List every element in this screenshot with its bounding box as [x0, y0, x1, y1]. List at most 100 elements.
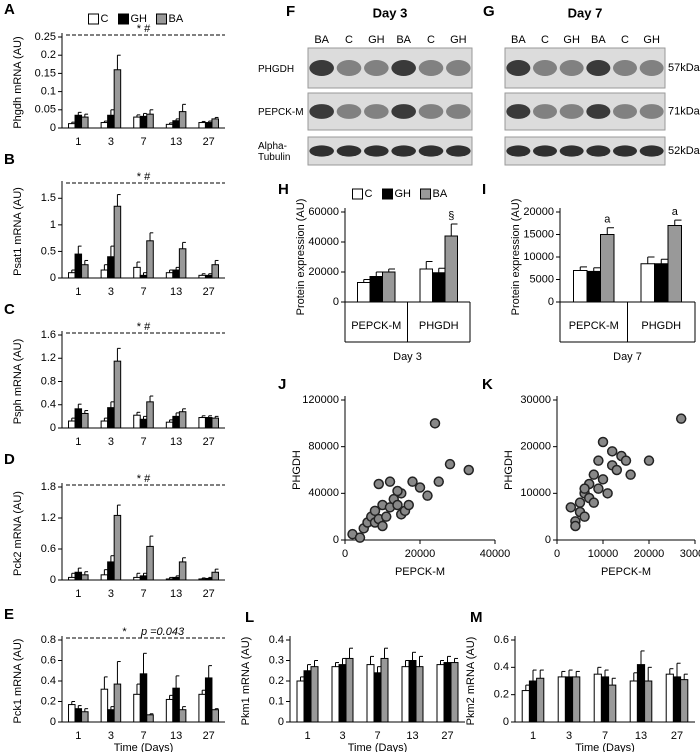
bar [74, 114, 83, 129]
y-tick-label: 0 [50, 716, 56, 728]
bar [172, 120, 180, 129]
lane-label: GH [563, 34, 580, 46]
point [588, 469, 600, 480]
blot-band [559, 60, 584, 76]
legend-label: BA [169, 13, 184, 25]
y-tick-label: 5000 [530, 273, 554, 285]
point [354, 532, 366, 543]
legend-swatch [382, 188, 393, 200]
y-tick-label: 0.4 [269, 634, 284, 646]
blot-strip [307, 92, 473, 131]
bar [366, 664, 375, 723]
blot-band [613, 104, 637, 119]
bar [113, 360, 122, 429]
y-tick-label: 0 [50, 574, 56, 586]
blot-band [613, 60, 637, 76]
bar [146, 240, 154, 279]
x-tick-label: 7 [140, 136, 146, 148]
lane-label: GH [450, 34, 467, 46]
y-tick-label: 60000 [308, 206, 339, 218]
x-tick-label: 3 [108, 436, 114, 448]
bar [81, 116, 89, 129]
point [433, 476, 444, 487]
x-tick-label: 13 [170, 730, 182, 742]
y-tick-label: 0.4 [494, 661, 509, 673]
blot-band [559, 104, 584, 119]
bar [113, 69, 122, 129]
bar [373, 672, 382, 723]
bar [172, 269, 180, 279]
x-tick-label: 27 [671, 730, 683, 742]
point [463, 464, 474, 476]
x-axis-label: Day 3 [393, 351, 422, 363]
point [570, 520, 581, 532]
lane-label: GH [643, 34, 660, 46]
x-tick-label: 7 [140, 286, 146, 298]
panel-letter: K [482, 376, 493, 393]
significance-label: * [122, 626, 127, 638]
y-axis-label: Psph mRNA (AU) [12, 339, 24, 425]
bar [204, 417, 213, 429]
bar [165, 578, 174, 581]
y-tick-label: 0 [50, 272, 56, 284]
blot-band [506, 60, 531, 76]
panel-letter: L [245, 609, 254, 626]
bar [419, 268, 433, 303]
x-tick-label: 3 [108, 286, 114, 298]
y-tick-label: 0 [333, 296, 339, 308]
panel-letter: M [470, 609, 483, 626]
panel-letter: G [483, 3, 495, 20]
x-axis-label: PEPCK-M [395, 566, 445, 578]
bar [198, 417, 206, 429]
y-tick-label: 1.8 [41, 481, 56, 493]
bar [408, 660, 417, 723]
point [381, 511, 392, 522]
bar [443, 662, 452, 723]
bar [146, 401, 154, 429]
bar [172, 576, 180, 581]
x-tick-label: 30000 [680, 548, 700, 560]
y-tick-label: 30000 [520, 394, 551, 406]
y-tick-label: 0.2 [269, 675, 284, 687]
bar [198, 578, 206, 581]
bar [564, 676, 574, 723]
x-axis-label: PEPCK-M [601, 566, 651, 578]
bar [521, 690, 530, 723]
bar [357, 282, 371, 303]
bar [81, 412, 89, 429]
blot-band [418, 145, 444, 157]
bar [310, 666, 319, 723]
bar [600, 676, 610, 723]
blot-band [391, 104, 416, 119]
bar [436, 664, 445, 723]
bar [178, 709, 187, 723]
bar [380, 657, 389, 723]
point [606, 446, 618, 457]
bar [432, 272, 446, 303]
y-tick-label: 0.05 [35, 104, 56, 116]
y-tick-label: 1.5 [41, 192, 56, 204]
blot-strip [307, 136, 473, 166]
bar [644, 680, 653, 723]
bar [133, 116, 141, 129]
blot-band [533, 145, 557, 157]
lane-label: BA [591, 34, 606, 46]
panel-letter: C [4, 301, 15, 318]
x-tick-label: 13 [170, 588, 182, 600]
legend-label: BA [433, 188, 448, 200]
y-tick-label: 40000 [308, 236, 339, 248]
y-tick-label: 0.8 [41, 634, 56, 646]
bar [680, 679, 689, 723]
size-label: 57kDa [668, 62, 700, 74]
bar [204, 122, 213, 129]
point [597, 474, 609, 485]
blot-strip [504, 47, 666, 89]
blot-band [506, 145, 531, 157]
bar [107, 114, 115, 129]
bar [654, 263, 669, 303]
marker-annotation: a [604, 214, 611, 226]
bar [536, 677, 545, 723]
blot-title: Day 3 [373, 5, 408, 20]
y-tick-label: 0.6 [41, 654, 56, 666]
